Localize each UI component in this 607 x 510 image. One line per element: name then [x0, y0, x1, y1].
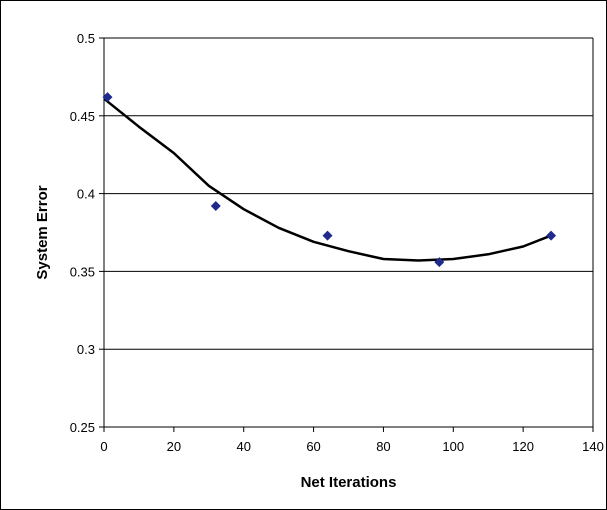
data-series [102, 92, 557, 268]
data-point [102, 92, 113, 103]
data-point [322, 230, 333, 241]
x-axis-title: Net Iterations [301, 474, 397, 491]
data-point [434, 257, 445, 268]
axes [99, 37, 594, 432]
y-tick-label: 0.35 [70, 264, 95, 279]
y-tick-label: 0.4 [77, 187, 95, 202]
x-tick-label: 100 [442, 439, 464, 454]
gridlines [104, 37, 593, 350]
x-tick-label: 60 [306, 439, 320, 454]
data-point [210, 201, 221, 212]
x-tick-label: 20 [167, 439, 181, 454]
x-tick-label: 0 [100, 439, 107, 454]
y-tick-label: 0.5 [77, 31, 95, 46]
data-point [546, 230, 557, 241]
tick-labels: 0.25 0.3 0.35 0.4 0.45 0.5 0 20 40 60 80 100 120 140 [70, 31, 604, 454]
y-tick-label: 0.25 [70, 420, 95, 435]
x-tick-label: 40 [236, 439, 250, 454]
y-tick-label: 0.45 [70, 109, 95, 124]
y-tick-label: 0.3 [77, 342, 95, 357]
x-tick-label: 140 [582, 439, 604, 454]
y-axis-title: System Error [34, 185, 51, 279]
x-tick-label: 120 [512, 439, 534, 454]
x-tick-label: 80 [376, 439, 390, 454]
trendline [103, 97, 552, 262]
